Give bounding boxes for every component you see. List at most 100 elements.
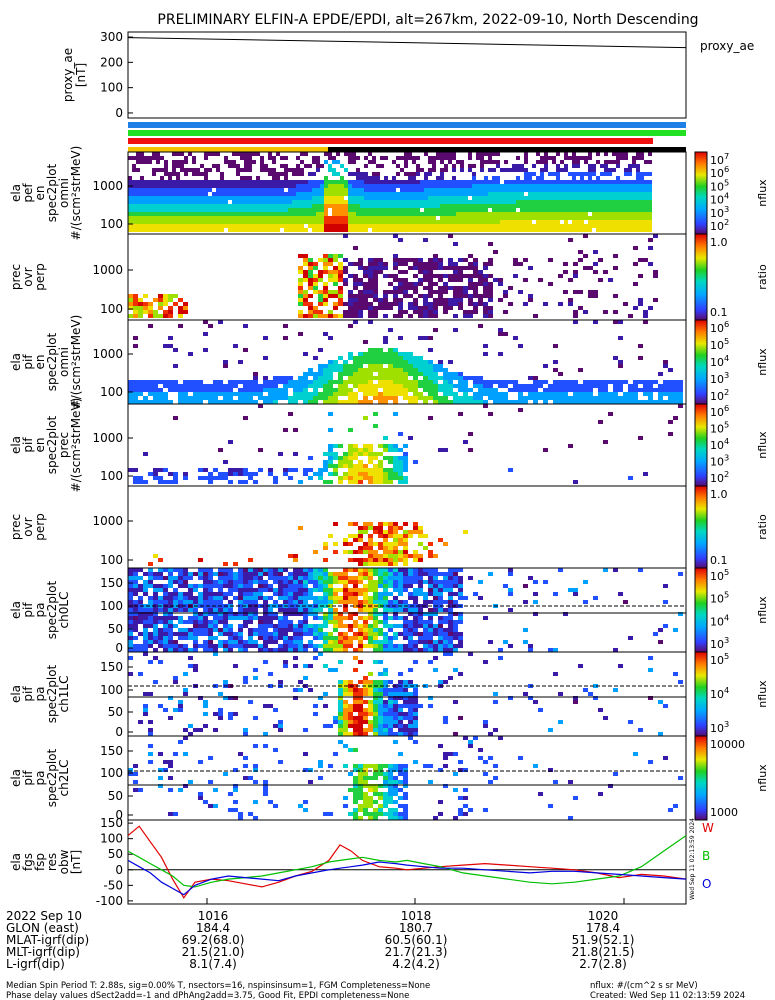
spec-cell (373, 348, 378, 352)
spec-cell (353, 356, 358, 360)
spec-cell (263, 336, 268, 340)
spec-cell (483, 262, 488, 266)
spec-cell (243, 396, 248, 400)
spec-cell (388, 290, 393, 294)
spec-cell (303, 628, 308, 632)
spec-cell (423, 302, 428, 306)
spec-cell (393, 368, 398, 372)
spec-cell (398, 480, 403, 484)
spec-cell (643, 380, 648, 384)
spec-cell (318, 472, 323, 476)
spec-cell (283, 380, 288, 384)
spec-cell (368, 526, 373, 530)
spec-cell (583, 254, 588, 258)
spec-cell (278, 616, 283, 620)
spec-cell (138, 620, 143, 624)
spec-cell (320, 224, 324, 228)
spec-cell (636, 188, 640, 192)
spec-cell (252, 200, 256, 204)
spec-cell (236, 188, 240, 192)
spec-cell (293, 636, 298, 640)
spec-cell (158, 468, 163, 472)
spec-cell (576, 216, 580, 220)
spec-cell (458, 372, 463, 376)
spec-cell (373, 266, 378, 270)
spec-cell (400, 196, 404, 200)
spec-cell (328, 262, 333, 266)
spec-cell (158, 608, 163, 612)
spec-cell (476, 188, 480, 192)
spec-cell (158, 294, 163, 298)
spec-cell (208, 628, 213, 632)
spec-cell (404, 164, 408, 168)
spec-cell (208, 400, 213, 404)
spec-cell (393, 254, 398, 258)
spec-cell (343, 368, 348, 372)
spec-cell (188, 608, 193, 612)
spec-cell (488, 184, 492, 188)
spec-cell (344, 224, 348, 228)
spec-cell (484, 192, 488, 196)
spec-cell (196, 204, 200, 208)
spec-cell (158, 380, 163, 384)
spec-cell (498, 384, 503, 388)
spec-cell (468, 388, 473, 392)
spec-cell (218, 572, 223, 576)
spec-cell (388, 640, 393, 644)
spec-cell (648, 228, 652, 232)
spec-cell (168, 640, 173, 644)
spec-cell (180, 180, 184, 184)
spec-cell (358, 546, 363, 550)
spec-cell (598, 258, 603, 262)
spec-cell (384, 216, 388, 220)
spec-cell (538, 384, 543, 388)
spec-cell (272, 184, 276, 188)
spec-cell (496, 224, 500, 228)
spec-cell (368, 584, 373, 588)
spec-cell (128, 612, 133, 616)
spec-cell (323, 286, 328, 290)
spec-cell (632, 204, 636, 208)
spec-cell (353, 400, 358, 404)
spec-cell (678, 404, 683, 408)
spec-cell (328, 388, 333, 392)
spec-cell (623, 302, 628, 306)
spec-cell (320, 212, 324, 216)
spec-cell (418, 534, 423, 538)
spec-cell (278, 380, 283, 384)
spec-cell (598, 388, 603, 392)
spec-cell (500, 168, 504, 172)
spec-cell (138, 306, 143, 310)
spec-cell (353, 392, 358, 396)
spec-cell (280, 212, 284, 216)
spec-cell (328, 152, 332, 156)
spec-cell (340, 192, 344, 196)
y-tick-label: 300 (100, 30, 123, 44)
spec-cell (624, 212, 628, 216)
spec-cell (423, 364, 428, 368)
spec-cell (524, 220, 528, 224)
spec-cell (428, 360, 433, 364)
spec-cell (572, 192, 576, 196)
spec-cell (293, 400, 298, 404)
spec-cell (616, 176, 620, 180)
spec-cell (453, 372, 458, 376)
spec-cell (273, 380, 278, 384)
spec-cell (364, 196, 368, 200)
spec-cell (348, 522, 353, 526)
spec-cell (188, 596, 193, 600)
spec-cell (423, 270, 428, 274)
spec-cell (293, 584, 298, 588)
y-axis-label-line: en (33, 438, 47, 453)
spec-cell (343, 572, 348, 576)
spec-cell (604, 164, 608, 168)
spec-cell (444, 216, 448, 220)
spec-cell (236, 192, 240, 196)
spec-cell (253, 576, 258, 580)
spec-cell (213, 592, 218, 596)
spec-cell (193, 572, 198, 576)
spec-cell (252, 204, 256, 208)
spec-cell (228, 392, 233, 396)
spec-cell (318, 600, 323, 604)
spec-cell (348, 476, 353, 480)
